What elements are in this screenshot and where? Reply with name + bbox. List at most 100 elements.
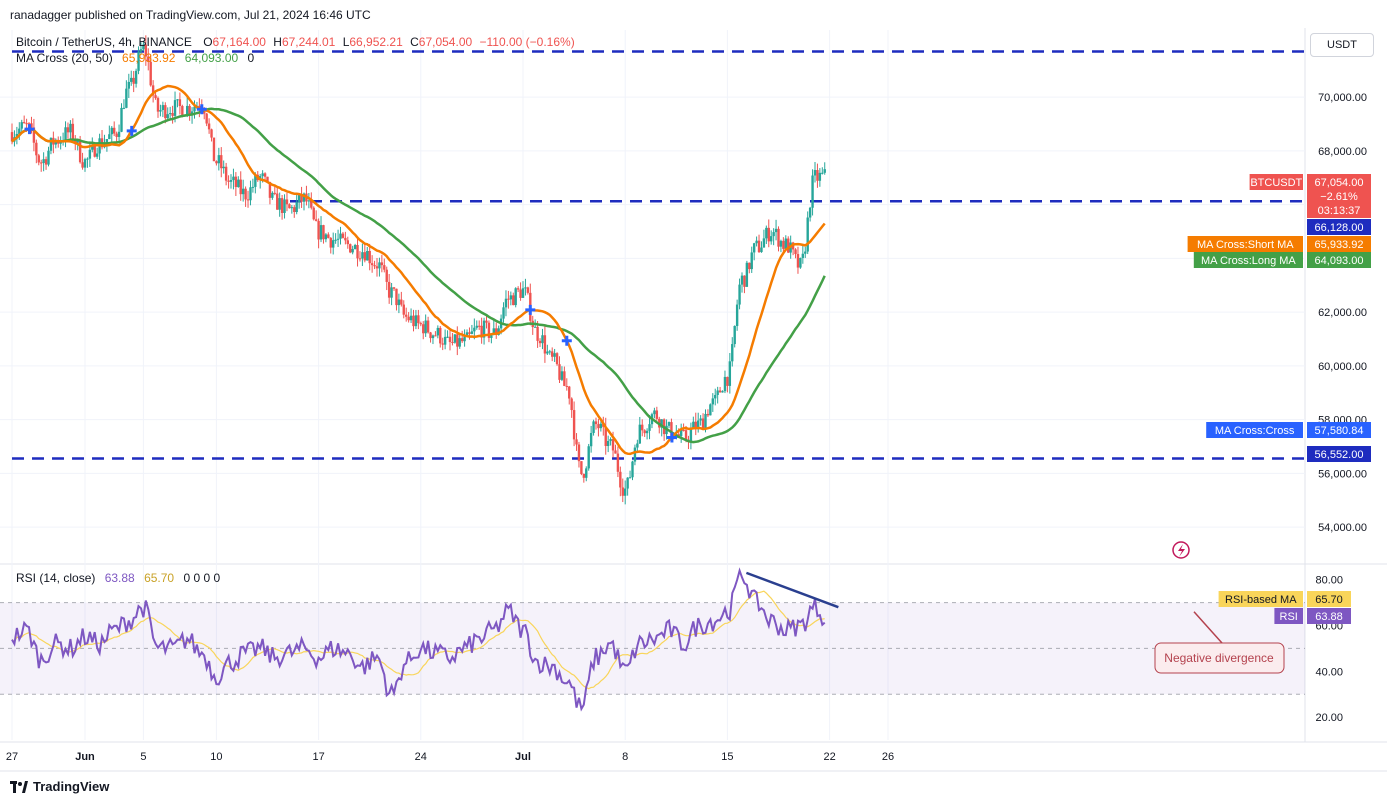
symbol-legend[interactable]: Bitcoin / TetherUS, 4h, BINANCE O67,164.…	[16, 35, 575, 49]
candle-body	[193, 106, 196, 112]
candle-body	[207, 123, 211, 130]
candle-body	[44, 159, 48, 165]
candle-body	[521, 288, 525, 298]
candle-body	[383, 265, 386, 270]
rsi-lines	[11, 567, 826, 712]
price-axis-labels: BTCUSDT 67,054.00 −2.61% 03:13:37 66,128.00 M…	[1187, 174, 1371, 624]
candle-body	[609, 439, 612, 442]
candle-body	[312, 207, 315, 220]
candle-body	[475, 325, 478, 328]
candle-body	[390, 287, 393, 298]
candle-body	[575, 439, 578, 445]
ma-legend-label: MA Cross (20, 50)	[16, 51, 113, 65]
candle-body	[327, 234, 330, 238]
candle-body	[443, 336, 447, 345]
candle-body	[611, 439, 615, 451]
price-tick-label: 62,000.00	[1318, 307, 1367, 319]
rsi-tag-name-bg	[1274, 608, 1303, 624]
divergence-line	[745, 571, 839, 609]
candle-body	[417, 315, 420, 324]
axis-tag-name-bg	[1249, 174, 1303, 190]
candle-body	[762, 238, 766, 248]
candle-body	[495, 328, 498, 335]
candle-body	[387, 281, 391, 298]
time-axis[interactable]: 27 Jun 5 10 17 24 Jul 8 15 22 26	[6, 751, 894, 763]
candle-body	[373, 265, 376, 267]
rsi-tag-value: 65.70	[1315, 594, 1343, 606]
candle-body	[692, 421, 695, 430]
candle-body	[760, 247, 763, 253]
tradingview-logo-icon	[10, 780, 28, 793]
candles	[10, 35, 826, 505]
candle-body	[448, 336, 452, 343]
candle-body	[716, 390, 719, 395]
candle-body	[526, 287, 530, 293]
candle-body	[799, 257, 802, 268]
high-value: 67,244.01	[282, 35, 336, 49]
rsi-legend[interactable]: RSI (14, close) 63.88 65.70 0 0 0 0	[16, 571, 220, 585]
rsi-tag-name: RSI-based MA	[1225, 594, 1297, 606]
cross-marker-icon	[196, 104, 207, 115]
candle-body	[818, 172, 822, 181]
candle-body	[314, 219, 318, 221]
candle-body	[811, 175, 814, 208]
candle-body	[402, 304, 405, 315]
time-tick-label: 17	[312, 751, 324, 763]
candle-body	[412, 315, 415, 327]
rsi-tick-label: 80.00	[1315, 575, 1343, 587]
candle-body	[638, 424, 641, 444]
candle-body	[166, 114, 169, 119]
candle-body	[173, 100, 177, 116]
candle-body	[122, 107, 126, 109]
long-ma-line	[11, 107, 826, 444]
candle-body	[735, 304, 739, 326]
time-tick-label: 26	[882, 751, 894, 763]
candle-body	[465, 332, 469, 336]
candle-body	[47, 150, 50, 165]
candle-body	[709, 404, 712, 416]
candle-body	[548, 351, 551, 353]
axis-tag-name-bg	[1206, 422, 1303, 438]
candle-body	[478, 325, 481, 327]
candle-body	[266, 176, 269, 182]
candle-body	[113, 127, 116, 134]
candle-body	[546, 351, 549, 354]
candle-body	[516, 288, 520, 290]
candle-body	[655, 410, 659, 419]
candle-body	[35, 142, 38, 156]
candle-body	[787, 238, 790, 253]
currency-button[interactable]: USDT	[1310, 33, 1374, 57]
candle-body	[344, 237, 347, 241]
lightning-icon[interactable]	[1172, 541, 1190, 559]
candle-body	[30, 123, 33, 128]
candle-body	[181, 106, 184, 117]
candle-body	[144, 44, 148, 57]
candle-body	[25, 123, 28, 125]
svg-text:MA Cross (20, 50) 65,933: MA Cross (20, 50) 65,933.92 64,093.00 0	[16, 51, 255, 65]
candle-body	[419, 323, 422, 325]
candle-body	[234, 176, 238, 188]
candle-body	[604, 426, 607, 447]
close-value: 67,054.00	[419, 35, 473, 49]
axis-tag-value: 56,552.00	[1315, 449, 1364, 461]
change-value: −110.00 (−0.16%)	[480, 35, 575, 49]
time-tick-label: 27	[6, 751, 18, 763]
candle-body	[220, 155, 223, 169]
candle-body	[570, 398, 573, 411]
footer-brand[interactable]: TradingView	[10, 779, 109, 794]
candle-body	[723, 376, 727, 392]
candle-body	[268, 181, 272, 198]
price-axis[interactable]: 54,000.0056,000.0058,000.0060,000.0062,0…	[1318, 92, 1367, 534]
candle-body	[188, 105, 191, 115]
candle-body	[32, 127, 36, 143]
candle-body	[254, 174, 257, 187]
candle-body	[460, 338, 464, 342]
open-value: 67,164.00	[213, 35, 267, 49]
ma-legend[interactable]: MA Cross (20, 50) 65,933.92 64,093.00 0	[16, 51, 255, 65]
candle-body	[392, 287, 396, 289]
price-tick-label: 68,000.00	[1318, 146, 1367, 158]
axis-tag-countdown: 03:13:37	[1318, 205, 1361, 217]
axis-tag-name-bg	[1187, 236, 1303, 252]
candle-body	[704, 413, 707, 429]
